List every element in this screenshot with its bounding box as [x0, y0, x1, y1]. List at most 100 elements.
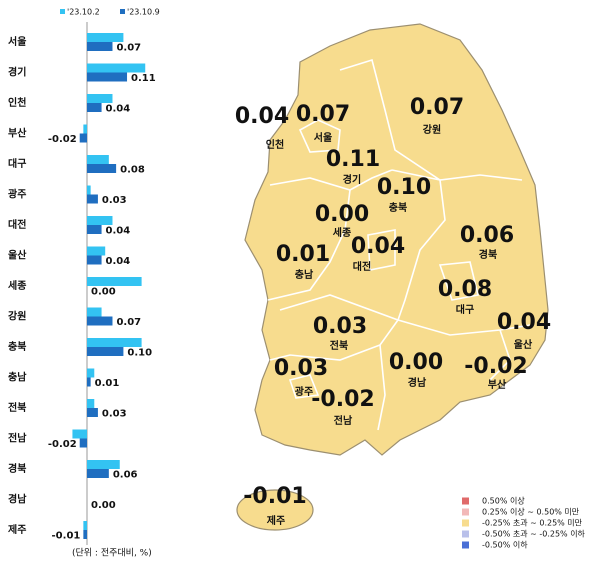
- region-name: 전북: [330, 339, 348, 352]
- unit-note: (단위 : 전주대비, %): [72, 548, 152, 559]
- region-name: 인천: [266, 138, 284, 151]
- category-label: 부산: [8, 127, 27, 140]
- bar: [83, 521, 87, 530]
- region-value: 0.01: [276, 242, 330, 267]
- map-legend-label: -0.25% 초과 ~ 0.25% 미만: [482, 519, 583, 528]
- region-value: 0.04: [235, 104, 289, 129]
- category-label: 전남: [8, 432, 27, 445]
- region-value: -0.01: [243, 484, 306, 509]
- bar: [87, 164, 117, 173]
- bar: [87, 94, 113, 103]
- region-value: -0.02: [311, 387, 374, 412]
- region-name: 경북: [479, 248, 497, 261]
- region-value: -0.02: [464, 354, 527, 379]
- bar: [87, 255, 102, 265]
- bar: [87, 408, 98, 417]
- bar: [87, 155, 109, 164]
- region-value: 0.07: [296, 102, 350, 127]
- map-legend-swatch: [462, 541, 469, 549]
- value-label: 0.11: [131, 73, 156, 84]
- bar: [87, 185, 91, 195]
- value-label: -0.02: [48, 134, 77, 145]
- region-value: 0.00: [315, 202, 369, 227]
- boundaries: [267, 58, 531, 431]
- value-label: 0.10: [127, 348, 152, 359]
- bar: [79, 438, 87, 448]
- bar: [87, 225, 102, 234]
- bar: [87, 316, 113, 326]
- bar: [79, 133, 87, 143]
- bar: [87, 338, 142, 347]
- category-label: 경북: [8, 462, 26, 475]
- region-name: 서울: [314, 131, 332, 144]
- bar: [87, 63, 146, 73]
- map-legend-swatch: [462, 508, 469, 516]
- category-label: 충남: [8, 371, 27, 384]
- map: [236, 23, 549, 531]
- peninsula: [244, 23, 549, 456]
- legend-label: '23.10.9: [127, 8, 160, 17]
- bar: [83, 124, 87, 134]
- region-name: 강원: [423, 123, 441, 136]
- value-label: 0.06: [113, 470, 138, 481]
- category-label: 대전: [8, 218, 26, 231]
- bar: [72, 429, 87, 439]
- bar: [87, 460, 120, 469]
- bar: [87, 469, 109, 478]
- category-label: 제주: [8, 523, 26, 536]
- value-label: 0.03: [102, 195, 127, 206]
- map-legend-label: 0.25% 이상 ~ 0.50% 미만: [482, 507, 580, 517]
- region-name: 경기: [343, 173, 361, 186]
- value-label: 0.00: [91, 500, 116, 511]
- bar: [87, 307, 102, 317]
- category-label: 대구: [8, 157, 26, 170]
- region-name: 대구: [456, 303, 474, 316]
- value-label: 0.04: [106, 256, 131, 267]
- bar: [87, 194, 98, 204]
- region-value: 0.07: [410, 95, 464, 120]
- map-legend-label: -0.50% 이하: [482, 540, 528, 550]
- value-label: 0.07: [116, 317, 141, 328]
- value-label: 0.07: [116, 43, 141, 54]
- value-label: 0.08: [120, 165, 145, 176]
- category-label: 전북: [8, 401, 26, 414]
- legend-swatch: [120, 9, 125, 14]
- region-name: 제주: [267, 514, 285, 527]
- value-label: 0.01: [95, 378, 120, 389]
- category-label: 충북: [8, 340, 26, 353]
- value-label: 0.03: [102, 409, 127, 420]
- region-value: 0.03: [274, 356, 328, 381]
- map-legend-swatch: [462, 519, 469, 527]
- category-label: 세종: [8, 279, 26, 292]
- bar: [87, 399, 95, 408]
- map-legend-swatch: [462, 530, 469, 538]
- value-label: 0.04: [106, 226, 131, 237]
- region-name: 경남: [408, 376, 427, 389]
- bar: [87, 246, 106, 256]
- map-legend-label: -0.50% 초과 ~ -0.25% 이하: [482, 529, 586, 539]
- value-label: 0.00: [91, 287, 116, 298]
- bar: [87, 103, 102, 112]
- region-name: 광주: [295, 386, 313, 398]
- region-value: 0.04: [351, 234, 405, 259]
- bar: [83, 530, 87, 539]
- legend-label: '23.10.2: [67, 8, 100, 17]
- region-name: 충남: [295, 268, 314, 281]
- category-label: 광주: [8, 189, 26, 201]
- region-value: 0.00: [389, 350, 443, 375]
- bar: [87, 42, 113, 51]
- value-label: -0.01: [52, 531, 81, 542]
- category-label: 인천: [8, 96, 26, 109]
- bar: [87, 368, 95, 378]
- region-value: 0.03: [313, 314, 367, 339]
- bar: [87, 33, 124, 42]
- category-label: 서울: [8, 35, 26, 48]
- bar: [87, 216, 113, 225]
- map-legend-swatch: [462, 497, 469, 505]
- region-value: 0.11: [326, 147, 380, 172]
- legend-swatch: [60, 9, 65, 14]
- bar: [87, 72, 128, 82]
- region-name: 부산: [488, 378, 507, 391]
- region-name: 울산: [514, 338, 533, 351]
- region-value: 0.10: [377, 175, 431, 200]
